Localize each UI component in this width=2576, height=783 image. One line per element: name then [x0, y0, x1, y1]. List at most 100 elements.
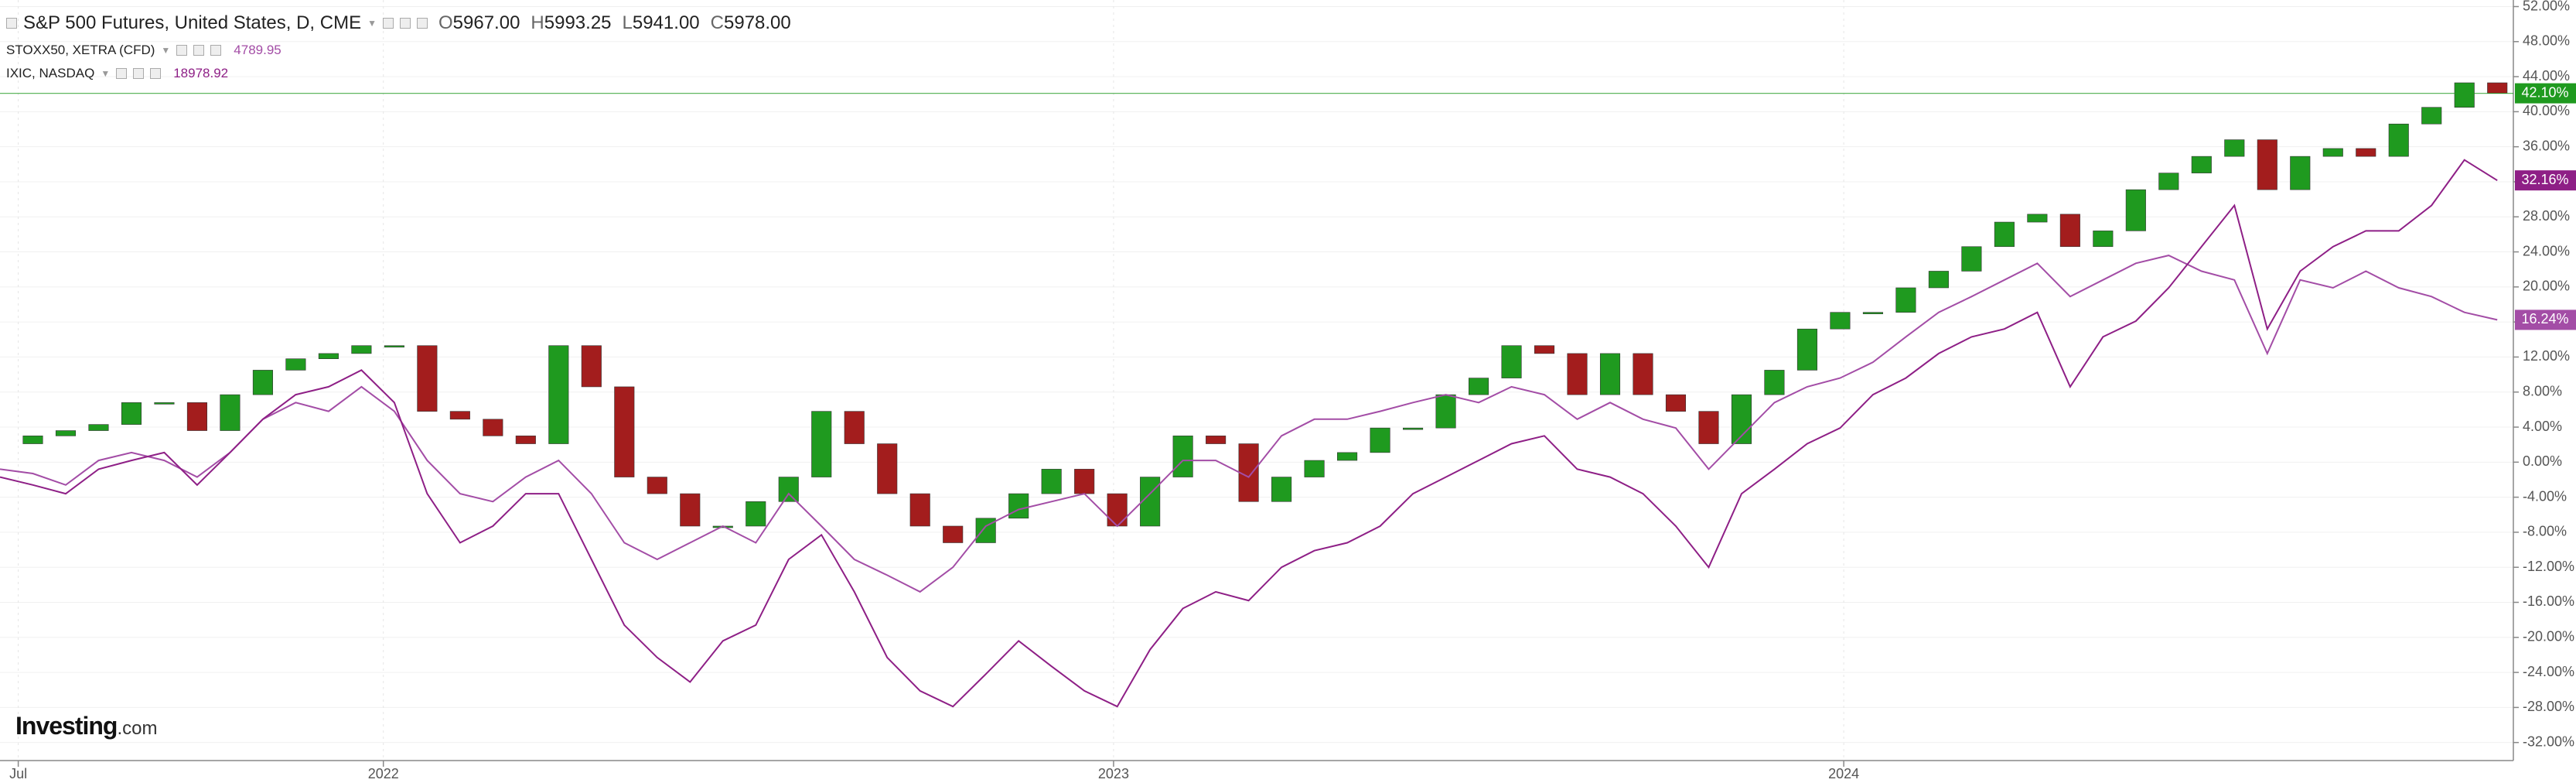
candle [1206, 436, 1227, 444]
legend-quote: 4789.95 [234, 43, 281, 57]
candle [680, 493, 701, 527]
candle [1895, 287, 1916, 313]
legend-name: S&P 500 Futures, United States, D, CME [23, 12, 362, 33]
y-tick-label: -4.00% [2523, 488, 2567, 504]
candle [318, 353, 339, 360]
price-label-bg [2515, 170, 2576, 191]
candle [1172, 436, 1193, 477]
legend-row: STOXX50, XETRA (CFD) ▼ 4789.95 [6, 39, 791, 62]
legend-name: IXIC, NASDAQ [6, 66, 95, 80]
legend-icon [176, 45, 188, 56]
price-label: 16.24% [2521, 311, 2568, 327]
y-tick-label: 8.00% [2523, 383, 2562, 398]
ohlc-value: 5978.00 [724, 12, 791, 33]
candle [2224, 139, 2245, 157]
candle [351, 345, 372, 354]
legend-icon [210, 45, 222, 56]
candle [1304, 460, 1325, 477]
y-tick-label: -20.00% [2523, 629, 2574, 645]
candle [1107, 493, 1128, 527]
candle [515, 436, 536, 444]
candle [252, 370, 273, 395]
candle [1567, 353, 1588, 395]
y-tick-label: 44.00% [2523, 68, 2570, 84]
y-tick-label: 28.00% [2523, 208, 2570, 224]
candle [2257, 139, 2277, 190]
price-label-bg [2515, 83, 2576, 104]
candle [154, 402, 175, 405]
y-tick-label: 48.00% [2523, 33, 2570, 49]
candle [1862, 312, 1883, 314]
y-tick-label: -24.00% [2523, 664, 2574, 679]
candle [1041, 469, 1062, 494]
candle [1468, 378, 1489, 395]
candle [186, 402, 207, 431]
candle [1337, 452, 1358, 461]
legend-icon [382, 18, 394, 29]
candle [811, 411, 832, 477]
legend-icon [399, 18, 411, 29]
candle [2125, 189, 2146, 231]
candle [1928, 271, 1949, 289]
candle [844, 411, 865, 444]
y-tick-label: 4.00% [2523, 419, 2562, 434]
legend-icon [193, 45, 205, 56]
y-tick-label: -12.00% [2523, 559, 2574, 574]
legend-icon [116, 68, 128, 79]
price-label-bg [2515, 309, 2576, 330]
y-tick-label: 20.00% [2523, 279, 2570, 294]
legend-caret: ▼ [101, 68, 111, 79]
y-tick-label: 40.00% [2523, 103, 2570, 118]
candle [909, 493, 930, 527]
candle [449, 411, 470, 420]
candle [1403, 427, 1424, 430]
legend-row: S&P 500 Futures, United States, D, CME ▼ O… [6, 8, 791, 39]
candle [1796, 328, 1817, 371]
y-tick-label: -16.00% [2523, 593, 2574, 609]
logo-brand: Investing [15, 712, 118, 740]
y-tick-label: 52.00% [2523, 0, 2570, 13]
candle [1764, 370, 1785, 395]
candle [2454, 82, 2475, 108]
collapse-icon [6, 18, 17, 29]
x-tick-label: 2023 [1098, 766, 1129, 781]
series-line [0, 159, 2498, 708]
candle [1830, 312, 1851, 330]
candle [1370, 427, 1390, 453]
candle [2421, 107, 2442, 125]
candle [614, 386, 635, 477]
legend-quote: 18978.92 [173, 66, 229, 80]
y-tick-label: 36.00% [2523, 138, 2570, 153]
candle [1599, 353, 1621, 395]
candle [88, 424, 109, 431]
candle [2290, 156, 2311, 190]
candle [417, 345, 438, 412]
y-tick-label: -8.00% [2523, 524, 2567, 539]
candle [483, 419, 503, 436]
candle [1271, 477, 1292, 502]
candle [2027, 214, 2048, 223]
ohlc-label: O [438, 12, 453, 33]
series-line [0, 255, 2498, 593]
logo: Investing.com [15, 712, 157, 740]
legend-name: STOXX50, XETRA (CFD) [6, 43, 155, 57]
y-tick-label: -28.00% [2523, 699, 2574, 714]
candle [778, 477, 799, 502]
candle [1698, 411, 1719, 444]
price-label: 32.16% [2521, 172, 2568, 187]
candle [2388, 123, 2409, 157]
candle [1501, 345, 1522, 378]
candle [22, 436, 43, 444]
ohlc-label: L [622, 12, 633, 33]
ohlc-value: 5993.25 [544, 12, 612, 33]
x-tick-label: Jul [9, 766, 27, 781]
candle [2093, 231, 2114, 248]
legend-icon [416, 18, 428, 29]
ohlc-item: C5978.00 [706, 12, 791, 34]
candle [877, 443, 898, 494]
candle [1633, 353, 1653, 395]
ohlc-item: H5993.25 [526, 12, 611, 34]
ohlc-label: H [531, 12, 544, 33]
legend-caret: ▼ [161, 45, 171, 56]
